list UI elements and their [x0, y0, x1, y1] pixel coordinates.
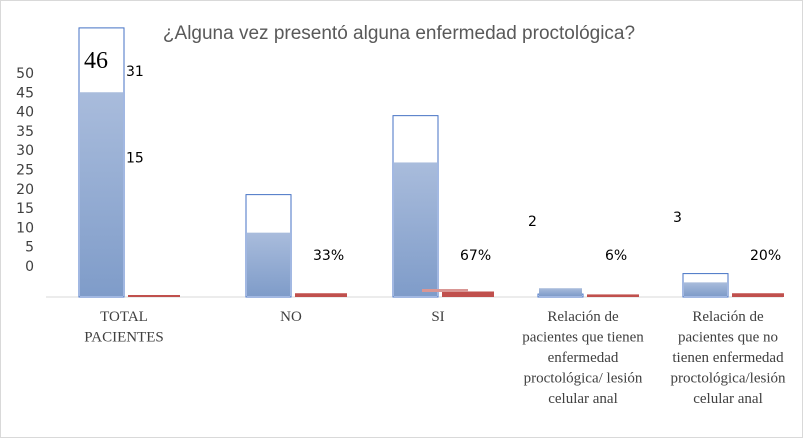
- chart-title: ¿Alguna vez presentó alguna enfermedad p…: [163, 23, 635, 44]
- x-category-label: TOTAL PACIENTES: [84, 309, 163, 346]
- labels-group: TOTAL PACIENTES NO SI Relación de pacientes q…: [84, 48, 786, 407]
- x-category-label: Relación de pacientes que no tienen enferm…: [671, 309, 786, 407]
- y-tick-label: 30: [16, 143, 34, 159]
- bar-secondary: [732, 293, 784, 297]
- bar-fill: [539, 288, 582, 296]
- y-tick-label: 20: [16, 182, 34, 198]
- data-label: 33%: [313, 248, 344, 264]
- x-category-label: SI: [431, 309, 444, 325]
- y-tick-label: 0: [25, 259, 34, 275]
- bar-secondary: [128, 295, 180, 297]
- bar-fill: [394, 162, 437, 296]
- bar-fill: [80, 92, 123, 296]
- data-label: 6%: [605, 248, 627, 264]
- bar-fill: [684, 282, 727, 296]
- y-tick-label: 25: [16, 163, 34, 179]
- bar-outline: [682, 273, 729, 298]
- x-category-label: Relación de pacientes que tienen enfermeda…: [522, 309, 644, 407]
- data-label: 15: [126, 150, 144, 166]
- bars-group: [78, 27, 784, 298]
- bar-outline: [392, 115, 439, 298]
- data-label: 3: [673, 210, 682, 226]
- bar-outline: [245, 194, 292, 298]
- bar-outline: [78, 27, 125, 298]
- y-tick-label: 10: [16, 220, 34, 236]
- data-label: 46: [84, 48, 108, 74]
- data-label: 31: [126, 64, 144, 80]
- data-label: 67%: [460, 248, 491, 264]
- bar-secondary: [442, 291, 494, 297]
- y-tick-label: 35: [16, 124, 34, 140]
- data-label: 2: [528, 214, 537, 230]
- data-label: 20%: [750, 248, 781, 264]
- bar-secondary: [295, 293, 347, 297]
- x-category-label: NO: [280, 309, 302, 325]
- y-tick-label: 5: [25, 240, 34, 256]
- y-tick-label: 45: [16, 85, 34, 101]
- bar-fill: [247, 232, 290, 296]
- bar-secondary-shadow: [422, 289, 468, 292]
- y-tick-label: 50: [16, 66, 34, 82]
- bar-secondary: [587, 294, 639, 297]
- y-tick-label: 40: [16, 105, 34, 121]
- y-tick-label: 15: [16, 201, 34, 217]
